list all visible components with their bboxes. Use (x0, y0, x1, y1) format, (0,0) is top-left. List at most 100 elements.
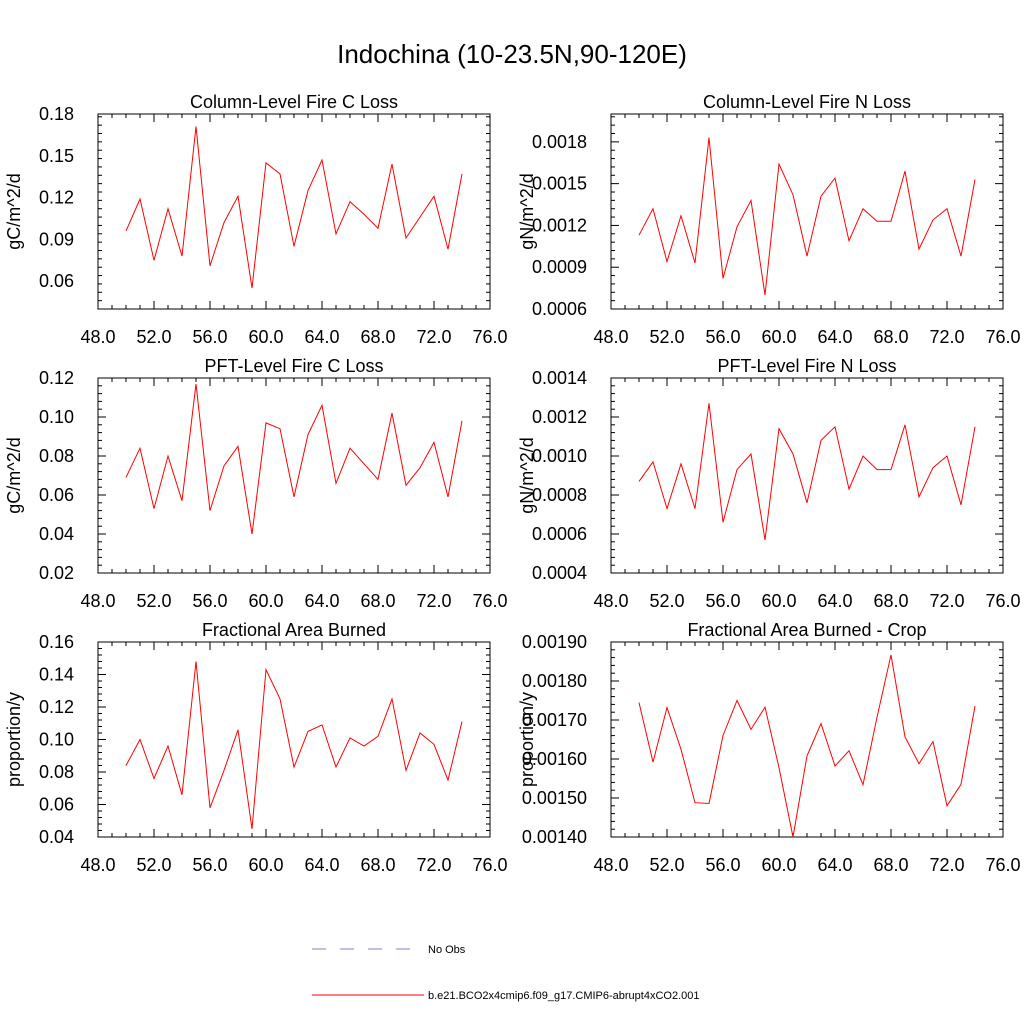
x-tick-label: 68.0 (360, 327, 395, 347)
x-tick-label: 56.0 (705, 591, 740, 611)
y-tick-label: 0.0009 (532, 257, 587, 277)
x-tick-label: 64.0 (304, 855, 339, 875)
x-tick-label: 76.0 (985, 327, 1020, 347)
x-tick-label: 52.0 (649, 591, 684, 611)
y-tick-label: 0.0015 (532, 174, 587, 194)
panel-title: Fractional Area Burned - Crop (687, 620, 926, 640)
series-line-1 (125, 126, 463, 289)
x-tick-label: 76.0 (472, 855, 507, 875)
series-line-1 (638, 654, 976, 838)
y-tick-label: 0.0006 (532, 524, 587, 544)
x-tick-label: 48.0 (80, 855, 115, 875)
y-tick-label: 0.04 (39, 827, 74, 847)
y-tick-label: 0.02 (39, 563, 74, 583)
x-tick-label: 76.0 (985, 591, 1020, 611)
x-tick-label: 72.0 (416, 855, 451, 875)
x-tick-label: 64.0 (304, 591, 339, 611)
y-tick-label: 0.0012 (532, 407, 587, 427)
x-tick-label: 68.0 (360, 855, 395, 875)
y-axis-label: proportion/y (4, 692, 24, 787)
x-tick-label: 76.0 (472, 327, 507, 347)
y-tick-label: 0.00190 (522, 632, 587, 652)
y-tick-label: 0.06 (39, 485, 74, 505)
y-tick-label: 0.0006 (532, 299, 587, 319)
panel-3: PFT-Level Fire C Loss gC/m^2/d 48.0 52.0 56.… (4, 356, 508, 611)
x-tick-label: 68.0 (873, 327, 908, 347)
series-line-1 (638, 403, 976, 540)
x-tick-label: 48.0 (80, 591, 115, 611)
panel-title: Fractional Area Burned (202, 620, 386, 640)
x-tick-label: 64.0 (817, 591, 852, 611)
x-tick-label: 76.0 (985, 855, 1020, 875)
y-tick-label: 0.15 (39, 146, 74, 166)
panel-title: PFT-Level Fire N Loss (717, 356, 896, 376)
y-tick-label: 0.12 (39, 188, 74, 208)
y-tick-label: 0.06 (39, 795, 74, 815)
y-tick-label: 0.00170 (522, 710, 587, 730)
y-tick-label: 0.04 (39, 524, 74, 544)
y-tick-label: 0.0008 (532, 485, 587, 505)
y-tick-label: 0.00180 (522, 671, 587, 691)
x-tick-label: 60.0 (248, 327, 283, 347)
panel-2: Column-Level Fire N Loss gN/m^2/d 48.0 52.0… (517, 92, 1021, 347)
x-tick-label: 64.0 (304, 327, 339, 347)
x-tick-label: 60.0 (761, 855, 796, 875)
x-tick-label: 60.0 (761, 591, 796, 611)
x-tick-label: 48.0 (80, 327, 115, 347)
legend-label-no-obs: No Obs (428, 944, 466, 956)
y-tick-label: 0.00150 (522, 788, 587, 808)
y-tick-label: 0.14 (39, 665, 74, 685)
panel-title: PFT-Level Fire C Loss (204, 356, 383, 376)
series-line-1 (638, 137, 976, 296)
panel-1: Column-Level Fire C Loss gC/m^2/d 48.0 52.0… (4, 92, 508, 347)
plot-frame (97, 113, 491, 310)
x-tick-label: 60.0 (248, 855, 283, 875)
y-axis-label: proportion/y (517, 692, 537, 787)
series-line-1 (125, 661, 463, 829)
x-tick-label: 60.0 (248, 591, 283, 611)
y-tick-label: 0.18 (39, 104, 74, 124)
x-tick-label: 48.0 (593, 855, 628, 875)
y-tick-label: 0.0004 (532, 563, 587, 583)
x-tick-label: 60.0 (761, 327, 796, 347)
x-tick-label: 72.0 (416, 591, 451, 611)
y-tick-label: 0.10 (39, 730, 74, 750)
panels: Column-Level Fire C Loss gC/m^2/d 48.0 52.0… (4, 92, 1021, 875)
x-tick-label: 52.0 (136, 591, 171, 611)
x-tick-label: 52.0 (649, 327, 684, 347)
y-tick-label: 0.0014 (532, 368, 587, 388)
y-tick-label: 0.16 (39, 632, 74, 652)
x-tick-label: 52.0 (649, 855, 684, 875)
x-tick-label: 64.0 (817, 327, 852, 347)
panel-title: Column-Level Fire N Loss (703, 92, 911, 112)
panel-6: Fractional Area Burned - Crop proportion/… (517, 620, 1021, 875)
x-tick-label: 52.0 (136, 855, 171, 875)
y-axis-label: gN/m^2/d (517, 173, 537, 249)
x-tick-label: 72.0 (929, 855, 964, 875)
y-tick-label: 0.12 (39, 368, 74, 388)
x-tick-label: 56.0 (192, 591, 227, 611)
y-axis-label: gC/m^2/d (4, 437, 24, 513)
y-tick-label: 0.0018 (532, 132, 587, 152)
y-tick-label: 0.0010 (532, 446, 587, 466)
y-tick-label: 0.08 (39, 762, 74, 782)
x-tick-label: 72.0 (929, 327, 964, 347)
plot-frame (610, 641, 1004, 838)
x-tick-label: 48.0 (593, 327, 628, 347)
panel-5: Fractional Area Burned proportion/y 48.0 52… (4, 620, 508, 875)
y-tick-label: 0.06 (39, 271, 74, 291)
y-axis-label: gC/m^2/d (4, 173, 24, 249)
legend-label-model: b.e21.BCO2x4cmip6.f09_g17.CMIP6-abrupt4x… (428, 990, 700, 1002)
x-tick-label: 72.0 (929, 591, 964, 611)
x-tick-label: 68.0 (360, 591, 395, 611)
y-axis-label: gN/m^2/d (517, 437, 537, 513)
x-tick-label: 64.0 (817, 855, 852, 875)
plot-frame (610, 377, 1004, 574)
y-tick-label: 0.09 (39, 229, 74, 249)
x-tick-label: 48.0 (593, 591, 628, 611)
y-tick-label: 0.12 (39, 697, 74, 717)
figure-title: Indochina (10-23.5N,90-120E) (337, 39, 687, 69)
x-tick-label: 56.0 (192, 327, 227, 347)
series-line-1 (125, 383, 463, 535)
